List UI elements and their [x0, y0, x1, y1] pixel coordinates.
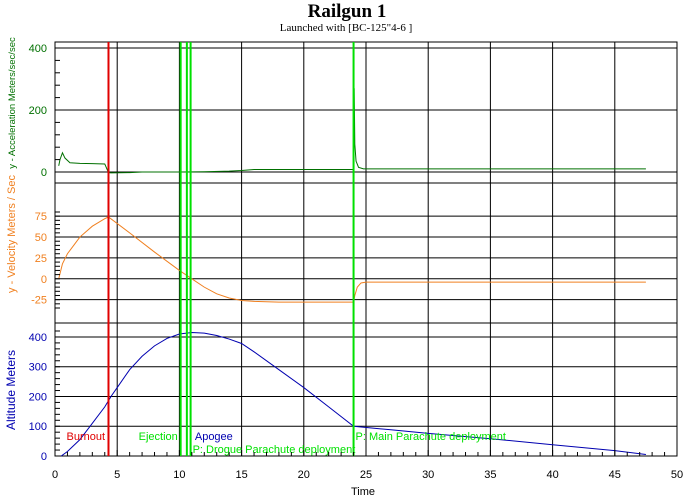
x-tick-label: 50 — [671, 469, 683, 481]
acceleration-y-tick-label: 0 — [41, 167, 47, 179]
x-tick-label: 45 — [609, 469, 621, 481]
velocity-series-line — [58, 216, 646, 303]
x-tick-label: 30 — [422, 469, 434, 481]
altitude-y-tick-label: 100 — [29, 421, 47, 433]
altitude-y-tick-label: 200 — [29, 391, 47, 403]
velocity-y-tick-label: 0 — [41, 274, 47, 286]
x-tick-label: 10 — [173, 469, 185, 481]
velocity-axis-label: y - Velocity Meters / Sec — [6, 175, 18, 293]
velocity-y-tick-label: 25 — [35, 253, 47, 265]
acceleration-y-tick-label: 400 — [29, 43, 47, 55]
x-tick-label: 20 — [298, 469, 310, 481]
acceleration-axis-label: y - Acceleration Meters/sec/sec — [7, 37, 18, 169]
event-label: Apogee — [195, 431, 233, 443]
event-label: P: Drogue Parachute deployment — [193, 444, 356, 456]
velocity-y-tick-label: -25 — [31, 295, 47, 307]
event-label: Ejection — [139, 431, 178, 443]
velocity-y-tick-label: 75 — [35, 211, 47, 223]
chart-title: Railgun 1 — [308, 1, 387, 22]
axes: 0 5 10 15 20 25 30 35 40 45 50 0 200 400 -25 0 25 50 75 0 10… — [29, 43, 683, 481]
altitude-axis-label: Altitude Meters — [4, 350, 18, 430]
series-group — [58, 88, 646, 457]
x-tick-label: 5 — [114, 469, 120, 481]
event-label: Burnout — [66, 431, 105, 443]
x-tick-label: 15 — [235, 469, 247, 481]
x-tick-label: 0 — [52, 469, 58, 481]
x-axis-label: Time — [351, 486, 375, 498]
grid — [55, 42, 677, 457]
acceleration-series-line — [58, 88, 646, 174]
acceleration-y-tick-label: 200 — [29, 105, 47, 117]
altitude-y-tick-label: 300 — [29, 362, 47, 374]
event-label: P: Main Parachute deployment — [356, 431, 506, 443]
x-tick-label: 40 — [546, 469, 558, 481]
x-tick-label: 35 — [484, 469, 496, 481]
altitude-y-tick-label: 0 — [41, 451, 47, 463]
x-tick-label: 25 — [360, 469, 372, 481]
altitude-y-tick-label: 400 — [29, 332, 47, 344]
velocity-y-tick-label: 50 — [35, 232, 47, 244]
chart-subtitle: Launched with [BC-125"4-6 ] — [280, 22, 413, 34]
